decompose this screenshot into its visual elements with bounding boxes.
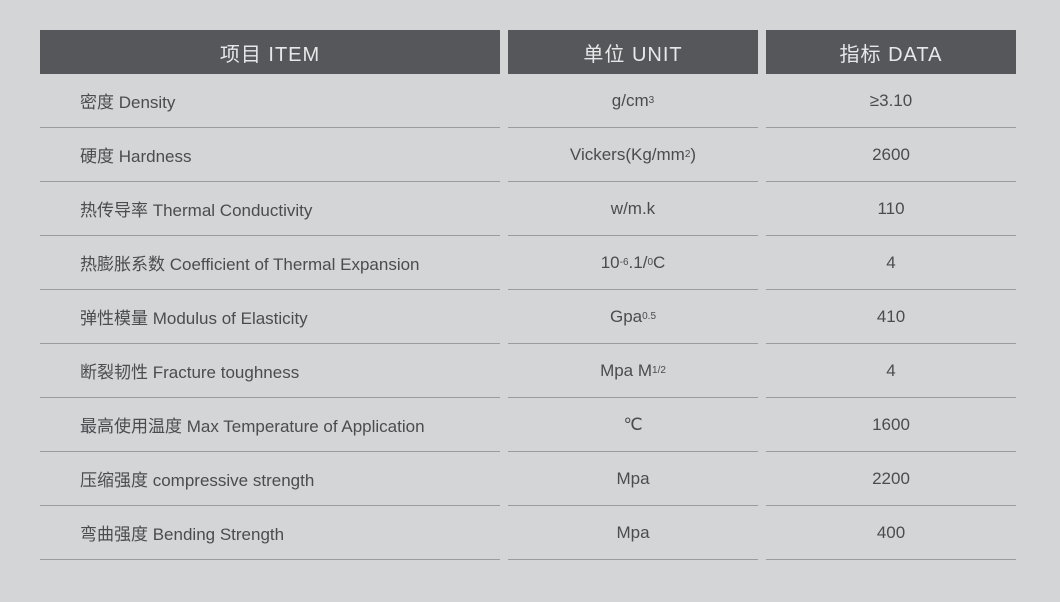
properties-table: 项目 ITEM 密度 Density硬度 Hardness热传导率 Therma… xyxy=(40,30,1020,560)
table-row-data: ≥3.10 xyxy=(766,74,1016,128)
header-item: 项目 ITEM xyxy=(40,30,500,74)
table-row-data: 2200 xyxy=(766,452,1016,506)
table-row-data: 110 xyxy=(766,182,1016,236)
header-unit: 单位 UNIT xyxy=(508,30,758,74)
table-row-unit: g/cm3 xyxy=(508,74,758,128)
table-row-data: 2600 xyxy=(766,128,1016,182)
table-row-item: 弯曲强度 Bending Strength xyxy=(40,506,500,560)
table-row-unit: Vickers(Kg/mm2 ) xyxy=(508,128,758,182)
table-row-data: 400 xyxy=(766,506,1016,560)
header-data: 指标 DATA xyxy=(766,30,1016,74)
table-row-item: 断裂韧性 Fracture toughness xyxy=(40,344,500,398)
table-row-data: 1600 xyxy=(766,398,1016,452)
table-row-item: 硬度 Hardness xyxy=(40,128,500,182)
table-row-item: 压缩强度 compressive strength xyxy=(40,452,500,506)
table-row-unit: w/m.k xyxy=(508,182,758,236)
table-row-unit: Mpa xyxy=(508,506,758,560)
table-row-item: 热膨胀系数 Coefficient of Thermal Expansion xyxy=(40,236,500,290)
column-unit: 单位 UNIT g/cm3Vickers(Kg/mm2 )w/m.k10-6.1… xyxy=(508,30,758,560)
table-row-unit: Mpa xyxy=(508,452,758,506)
table-row-unit: Gpa0.5 xyxy=(508,290,758,344)
table-row-item: 弹性模量 Modulus of Elasticity xyxy=(40,290,500,344)
table-row-data: 4 xyxy=(766,344,1016,398)
column-data: 指标 DATA ≥3.1026001104410416002200400 xyxy=(766,30,1016,560)
table-row-item: 最高使用温度 Max Temperature of Application xyxy=(40,398,500,452)
table-row-unit: 10-6.1/0C xyxy=(508,236,758,290)
column-item: 项目 ITEM 密度 Density硬度 Hardness热传导率 Therma… xyxy=(40,30,500,560)
table-row-unit: ℃ xyxy=(508,398,758,452)
table-row-data: 410 xyxy=(766,290,1016,344)
table-row-item: 热传导率 Thermal Conductivity xyxy=(40,182,500,236)
table-row-item: 密度 Density xyxy=(40,74,500,128)
table-row-data: 4 xyxy=(766,236,1016,290)
table-row-unit: Mpa M1/2 xyxy=(508,344,758,398)
